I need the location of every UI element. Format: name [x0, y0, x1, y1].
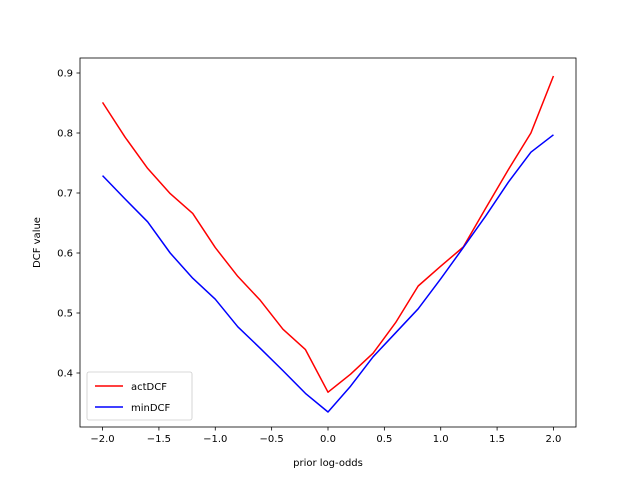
plot-frame — [79, 57, 577, 428]
y-tick-label: 0.6 — [57, 249, 73, 260]
x-axis-label: prior log-odds — [293, 458, 363, 469]
x-tick-label: 0.5 — [376, 434, 392, 445]
x-tick-label: 2.0 — [546, 434, 562, 445]
legend: actDCF minDCF — [86, 371, 193, 421]
x-tick-label: −1.0 — [203, 434, 227, 445]
legend-label-actdcf: actDCF — [131, 382, 167, 393]
x-tick-label: −2.0 — [90, 434, 114, 445]
y-tick-label: 0.5 — [57, 309, 73, 320]
x-tick-label: 1.0 — [433, 434, 449, 445]
series-line-mindcf — [102, 134, 554, 413]
x-tick-label: −0.5 — [259, 434, 283, 445]
x-axis-ticks: −2.0 −1.5 −1.0 −0.5 0.0 0.5 1.0 1.5 2.0 — [90, 427, 561, 445]
y-axis-label: DCF value — [32, 217, 43, 268]
y-tick-label: 0.8 — [57, 129, 73, 140]
y-tick-label: 0.4 — [57, 369, 73, 380]
x-tick-label: 1.5 — [489, 434, 505, 445]
series-layer — [101, 75, 555, 413]
legend-box — [86, 371, 193, 421]
y-tick-label: 0.9 — [57, 69, 73, 80]
series-line-actdcf — [101, 75, 555, 393]
legend-label-mindcf: minDCF — [131, 403, 171, 414]
y-axis-ticks: 0.4 0.5 0.6 0.7 0.8 0.9 — [57, 69, 80, 380]
x-tick-label: −1.5 — [147, 434, 171, 445]
y-tick-label: 0.7 — [57, 189, 73, 200]
x-tick-label: 0.0 — [320, 434, 336, 445]
